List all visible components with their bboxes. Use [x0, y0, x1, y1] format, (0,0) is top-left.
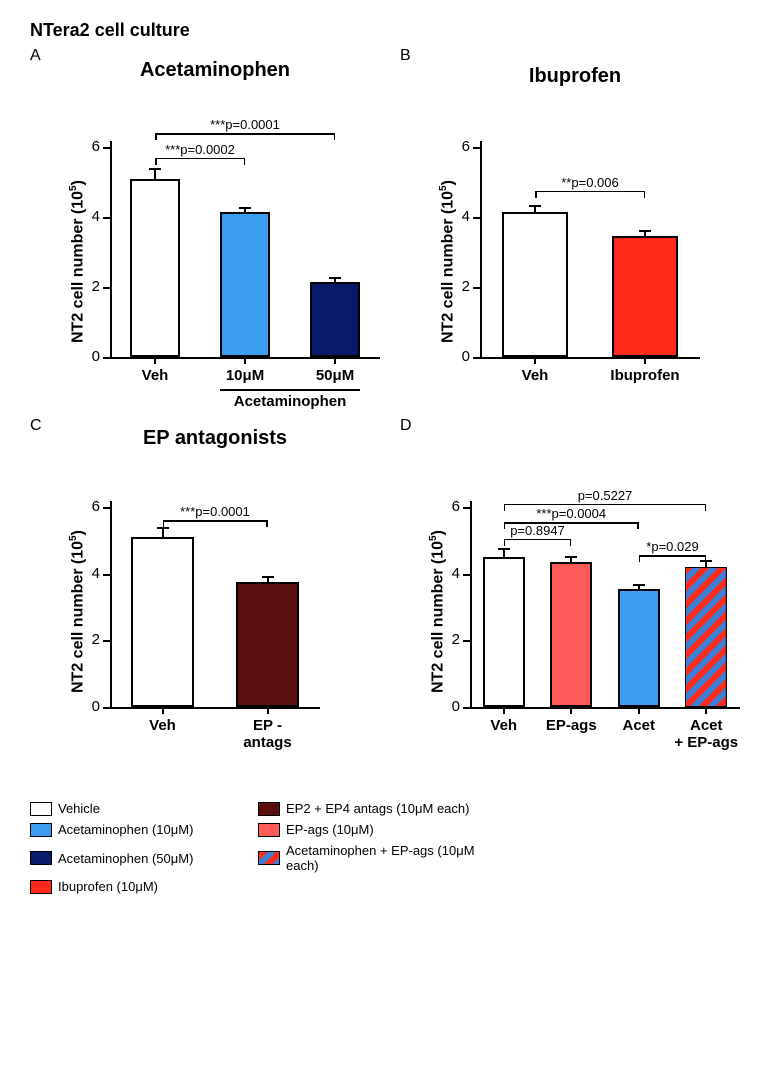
p-value-annotation: ***p=0.0002 — [140, 142, 260, 157]
y-tick-label: 6 — [74, 498, 100, 515]
x-tick-label: 50μM — [290, 367, 380, 384]
legend-label: Acetaminophen (50μM) — [58, 851, 193, 866]
panel-B: BIbuprofen0246NT2 cell number (105)VehIb… — [400, 47, 750, 417]
x-tick-label: Veh — [470, 717, 538, 734]
x-tick-label: EP -antags — [215, 717, 320, 751]
x-group-label: Acetaminophen — [220, 393, 360, 410]
legend-label: Ibuprofen (10μM) — [58, 879, 158, 894]
y-axis-label: NT2 cell number (105) — [438, 180, 457, 343]
bar — [131, 537, 194, 707]
y-axis-label: NT2 cell number (105) — [428, 530, 447, 693]
bar — [612, 236, 678, 357]
bar — [502, 212, 568, 357]
legend-item: EP-ags (10μM) — [258, 822, 508, 837]
y-tick-label: 0 — [434, 698, 460, 715]
p-value-annotation: p=0.8947 — [478, 523, 598, 538]
panel-letter: D — [400, 417, 412, 435]
panels-container: AAcetaminophen0246NT2 cell number (105)V… — [30, 47, 750, 777]
x-tick-label: Ibuprofen — [590, 367, 700, 384]
legend-item: Ibuprofen (10μM) — [30, 879, 250, 894]
legend-label: Acetaminophen (10μM) — [58, 822, 193, 837]
x-tick-label: Veh — [110, 367, 200, 384]
p-value-annotation: p=0.5227 — [545, 488, 665, 503]
legend-item: Vehicle — [30, 801, 250, 816]
x-tick-label: Acet+ EP-ags — [673, 717, 741, 751]
y-axis-label: NT2 cell number (105) — [68, 530, 87, 693]
panel-letter: B — [400, 47, 411, 65]
x-tick-label: Veh — [480, 367, 590, 384]
panel-title: EP antagonists — [30, 427, 400, 450]
x-tick-label: EP-ags — [538, 717, 606, 734]
panel-D: D0246NT2 cell number (105)VehEP-agsAcetA… — [400, 417, 750, 777]
bar — [220, 212, 270, 357]
bar — [236, 582, 299, 707]
y-tick-label: 0 — [74, 348, 100, 365]
legend-item: Acetaminophen + EP-ags (10μM each) — [258, 843, 508, 873]
p-value-annotation: ***p=0.0004 — [511, 506, 631, 521]
x-tick-label: 10μM — [200, 367, 290, 384]
p-value-annotation: **p=0.006 — [530, 175, 650, 190]
legend: Vehicle EP2 + EP4 antags (10μM each) Aceta… — [30, 801, 750, 894]
figure-title: NTera2 cell culture — [30, 20, 750, 41]
p-value-annotation: ***p=0.0001 — [155, 504, 275, 519]
panel-A: AAcetaminophen0246NT2 cell number (105)V… — [30, 47, 400, 417]
y-axis-label: NT2 cell number (105) — [68, 180, 87, 343]
y-tick-label: 0 — [444, 348, 470, 365]
legend-label: EP-ags (10μM) — [286, 822, 374, 837]
x-tick-label: Acet — [605, 717, 673, 734]
legend-item: EP2 + EP4 antags (10μM each) — [258, 801, 508, 816]
y-tick-label: 0 — [74, 698, 100, 715]
p-value-annotation: *p=0.029 — [613, 539, 733, 554]
bar — [483, 557, 525, 707]
bar — [130, 179, 180, 358]
panel-C: CEP antagonists0246NT2 cell number (105)… — [30, 417, 400, 777]
legend-item: Acetaminophen (10μM) — [30, 822, 250, 837]
legend-label: Acetaminophen + EP-ags (10μM each) — [286, 843, 508, 873]
legend-label: EP2 + EP4 antags (10μM each) — [286, 801, 469, 816]
legend-label: Vehicle — [58, 801, 100, 816]
y-tick-label: 6 — [444, 138, 470, 155]
bar — [618, 589, 660, 707]
p-value-annotation: ***p=0.0001 — [185, 117, 305, 132]
bar — [685, 567, 727, 707]
y-tick-label: 6 — [74, 138, 100, 155]
bar — [310, 282, 360, 357]
bar — [550, 562, 592, 707]
legend-item: Acetaminophen (50μM) — [30, 843, 250, 873]
x-tick-label: Veh — [110, 717, 215, 734]
panel-title: Ibuprofen — [400, 65, 750, 88]
panel-title: Acetaminophen — [30, 59, 400, 82]
y-tick-label: 6 — [434, 498, 460, 515]
